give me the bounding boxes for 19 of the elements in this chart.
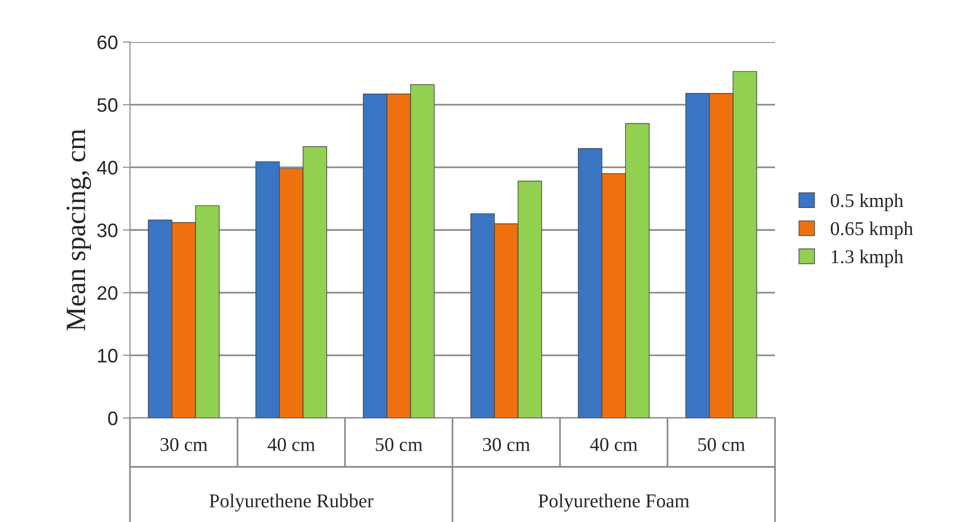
y-tick-label: 20 xyxy=(98,286,118,300)
x-tick-label: 30 cm xyxy=(160,438,208,452)
x-tick-label: 30 cm xyxy=(483,438,530,452)
x-tick-label: 50 cm xyxy=(376,438,422,452)
x-tick-label: 40 cm xyxy=(268,438,315,452)
y-axis-title: Mean spacing, cm xyxy=(66,129,92,331)
y-tick-label: 0 xyxy=(108,411,118,426)
legend-label: 0.5 kmph xyxy=(830,193,904,212)
y-tick-label: 50 xyxy=(97,98,118,112)
legend-label: 1.3 kmph xyxy=(832,250,904,268)
y-tick-label: 60 xyxy=(98,35,118,50)
legend-label: 0.65 kmph xyxy=(830,222,913,240)
text: Polyurethene Foam xyxy=(538,494,690,512)
x-tick-label: 50 cm xyxy=(698,438,745,452)
y-tick-label: 10 xyxy=(98,348,118,363)
y-tick-label: 30 xyxy=(97,223,118,238)
x-tick-label: 40 cm xyxy=(590,438,638,452)
y-tick-label: 40 xyxy=(97,160,118,175)
text: Polyurethene Rubber xyxy=(209,494,374,512)
